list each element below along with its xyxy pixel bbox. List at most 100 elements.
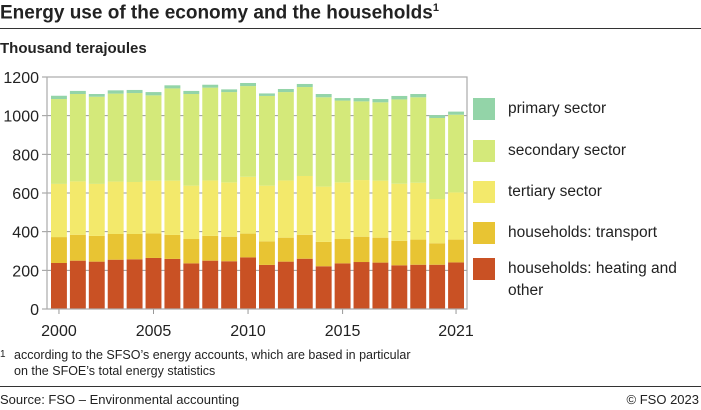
bar-segment [410, 97, 427, 183]
bar-segment [126, 93, 143, 182]
bar-segment [448, 239, 464, 263]
bar-segment [88, 94, 105, 97]
bar-segment [391, 240, 408, 266]
bar-2018 [391, 95, 408, 309]
bar-2000 [51, 95, 67, 309]
bar-segment [429, 243, 446, 265]
bar-segment [164, 234, 181, 259]
bar-segment [277, 261, 294, 309]
bar-segment [372, 102, 389, 181]
bar-segment [240, 257, 256, 309]
bar-segment [69, 181, 86, 235]
bar-segment [296, 234, 313, 259]
bar-segment [277, 180, 294, 238]
bar-segment [240, 82, 256, 87]
bar-segment [183, 90, 200, 95]
bar-segment [372, 262, 389, 309]
bar-segment [221, 182, 238, 237]
bar-2013 [296, 83, 313, 309]
bar-segment [259, 241, 275, 265]
bar-segment [69, 234, 86, 261]
bar-segment [353, 236, 370, 263]
legend-swatch [473, 98, 495, 120]
bar-segment [296, 83, 313, 88]
bar-segment [429, 198, 446, 244]
bar-segment [145, 233, 162, 258]
legend-label: households: transport [508, 224, 658, 241]
bar-2006 [164, 85, 181, 309]
bar-segment [296, 258, 313, 309]
bar-segment [315, 97, 332, 187]
bar-segment [183, 94, 200, 186]
legend-item: tertiary sector [473, 181, 688, 203]
bar-segment [51, 262, 67, 309]
footnote: 1 according to the SFSO’s energy account… [0, 348, 411, 378]
bar-2005 [145, 92, 162, 309]
y-axis-unit: Thousand terajoules [0, 40, 147, 57]
bar-segment [334, 100, 351, 183]
bar-2016 [353, 98, 370, 309]
bar-segment [51, 99, 67, 184]
bar-2011 [259, 93, 275, 309]
bar-segment [334, 98, 351, 101]
bar-segment [372, 99, 389, 103]
bar-2007 [183, 90, 200, 309]
bar-2014 [315, 94, 332, 309]
y-tick-label: 600 [12, 186, 39, 203]
x-tick-label: 2005 [136, 323, 172, 340]
legend-swatch [473, 222, 495, 244]
bar-segment [259, 95, 275, 186]
bar-segment [259, 185, 275, 242]
legend-item: primary sector [473, 98, 688, 120]
bar-segment [183, 185, 200, 240]
bar-2019 [410, 94, 427, 309]
bar-segment [296, 175, 313, 235]
bar-segment [221, 92, 238, 183]
bar-segment [240, 176, 256, 234]
bar-2020 [429, 115, 446, 309]
bar-2015 [334, 98, 351, 309]
x-tick-label: 2021 [438, 323, 474, 340]
bar-segment [259, 264, 275, 309]
bar-segment [259, 93, 275, 96]
title-rule [0, 28, 701, 29]
legend-label: primary sector [508, 100, 607, 117]
bar-segment [429, 117, 446, 199]
bar-2001 [69, 90, 86, 309]
bar-segment [372, 237, 389, 263]
bar-segment [448, 262, 464, 309]
bar-segment [202, 235, 219, 261]
bar-segment [145, 95, 162, 181]
bar-2008 [202, 84, 219, 309]
legend-swatch [473, 181, 495, 203]
bar-segment [126, 233, 143, 260]
bar-segment [315, 94, 332, 98]
bar-segment [221, 236, 238, 262]
y-tick-label: 200 [12, 263, 39, 280]
bar-segment [164, 88, 181, 181]
bar-segment [315, 186, 332, 242]
bar-segment [69, 94, 86, 182]
bar-segment [315, 241, 332, 267]
bar-segment [353, 101, 370, 181]
bar-segment [69, 260, 86, 309]
bar-segment [334, 182, 351, 240]
bar-segment [410, 94, 427, 98]
bar-segment [277, 92, 294, 181]
bar-segment [88, 96, 105, 184]
bar-segment [51, 237, 67, 263]
bar-segment [107, 181, 124, 234]
bar-segment [221, 261, 238, 309]
bar-segment [88, 183, 105, 236]
bar-segment [372, 180, 389, 238]
x-tick-label: 2010 [230, 323, 266, 340]
y-tick-label: 1200 [3, 70, 39, 87]
bar-segment [164, 180, 181, 235]
bar-segment [164, 85, 181, 89]
source: Source: FSO – Environmental accounting [0, 392, 240, 407]
bar-segment [391, 265, 408, 309]
bar-segment [429, 264, 446, 309]
bar-segment [183, 263, 200, 309]
legend-label: secondary sector [508, 142, 627, 159]
